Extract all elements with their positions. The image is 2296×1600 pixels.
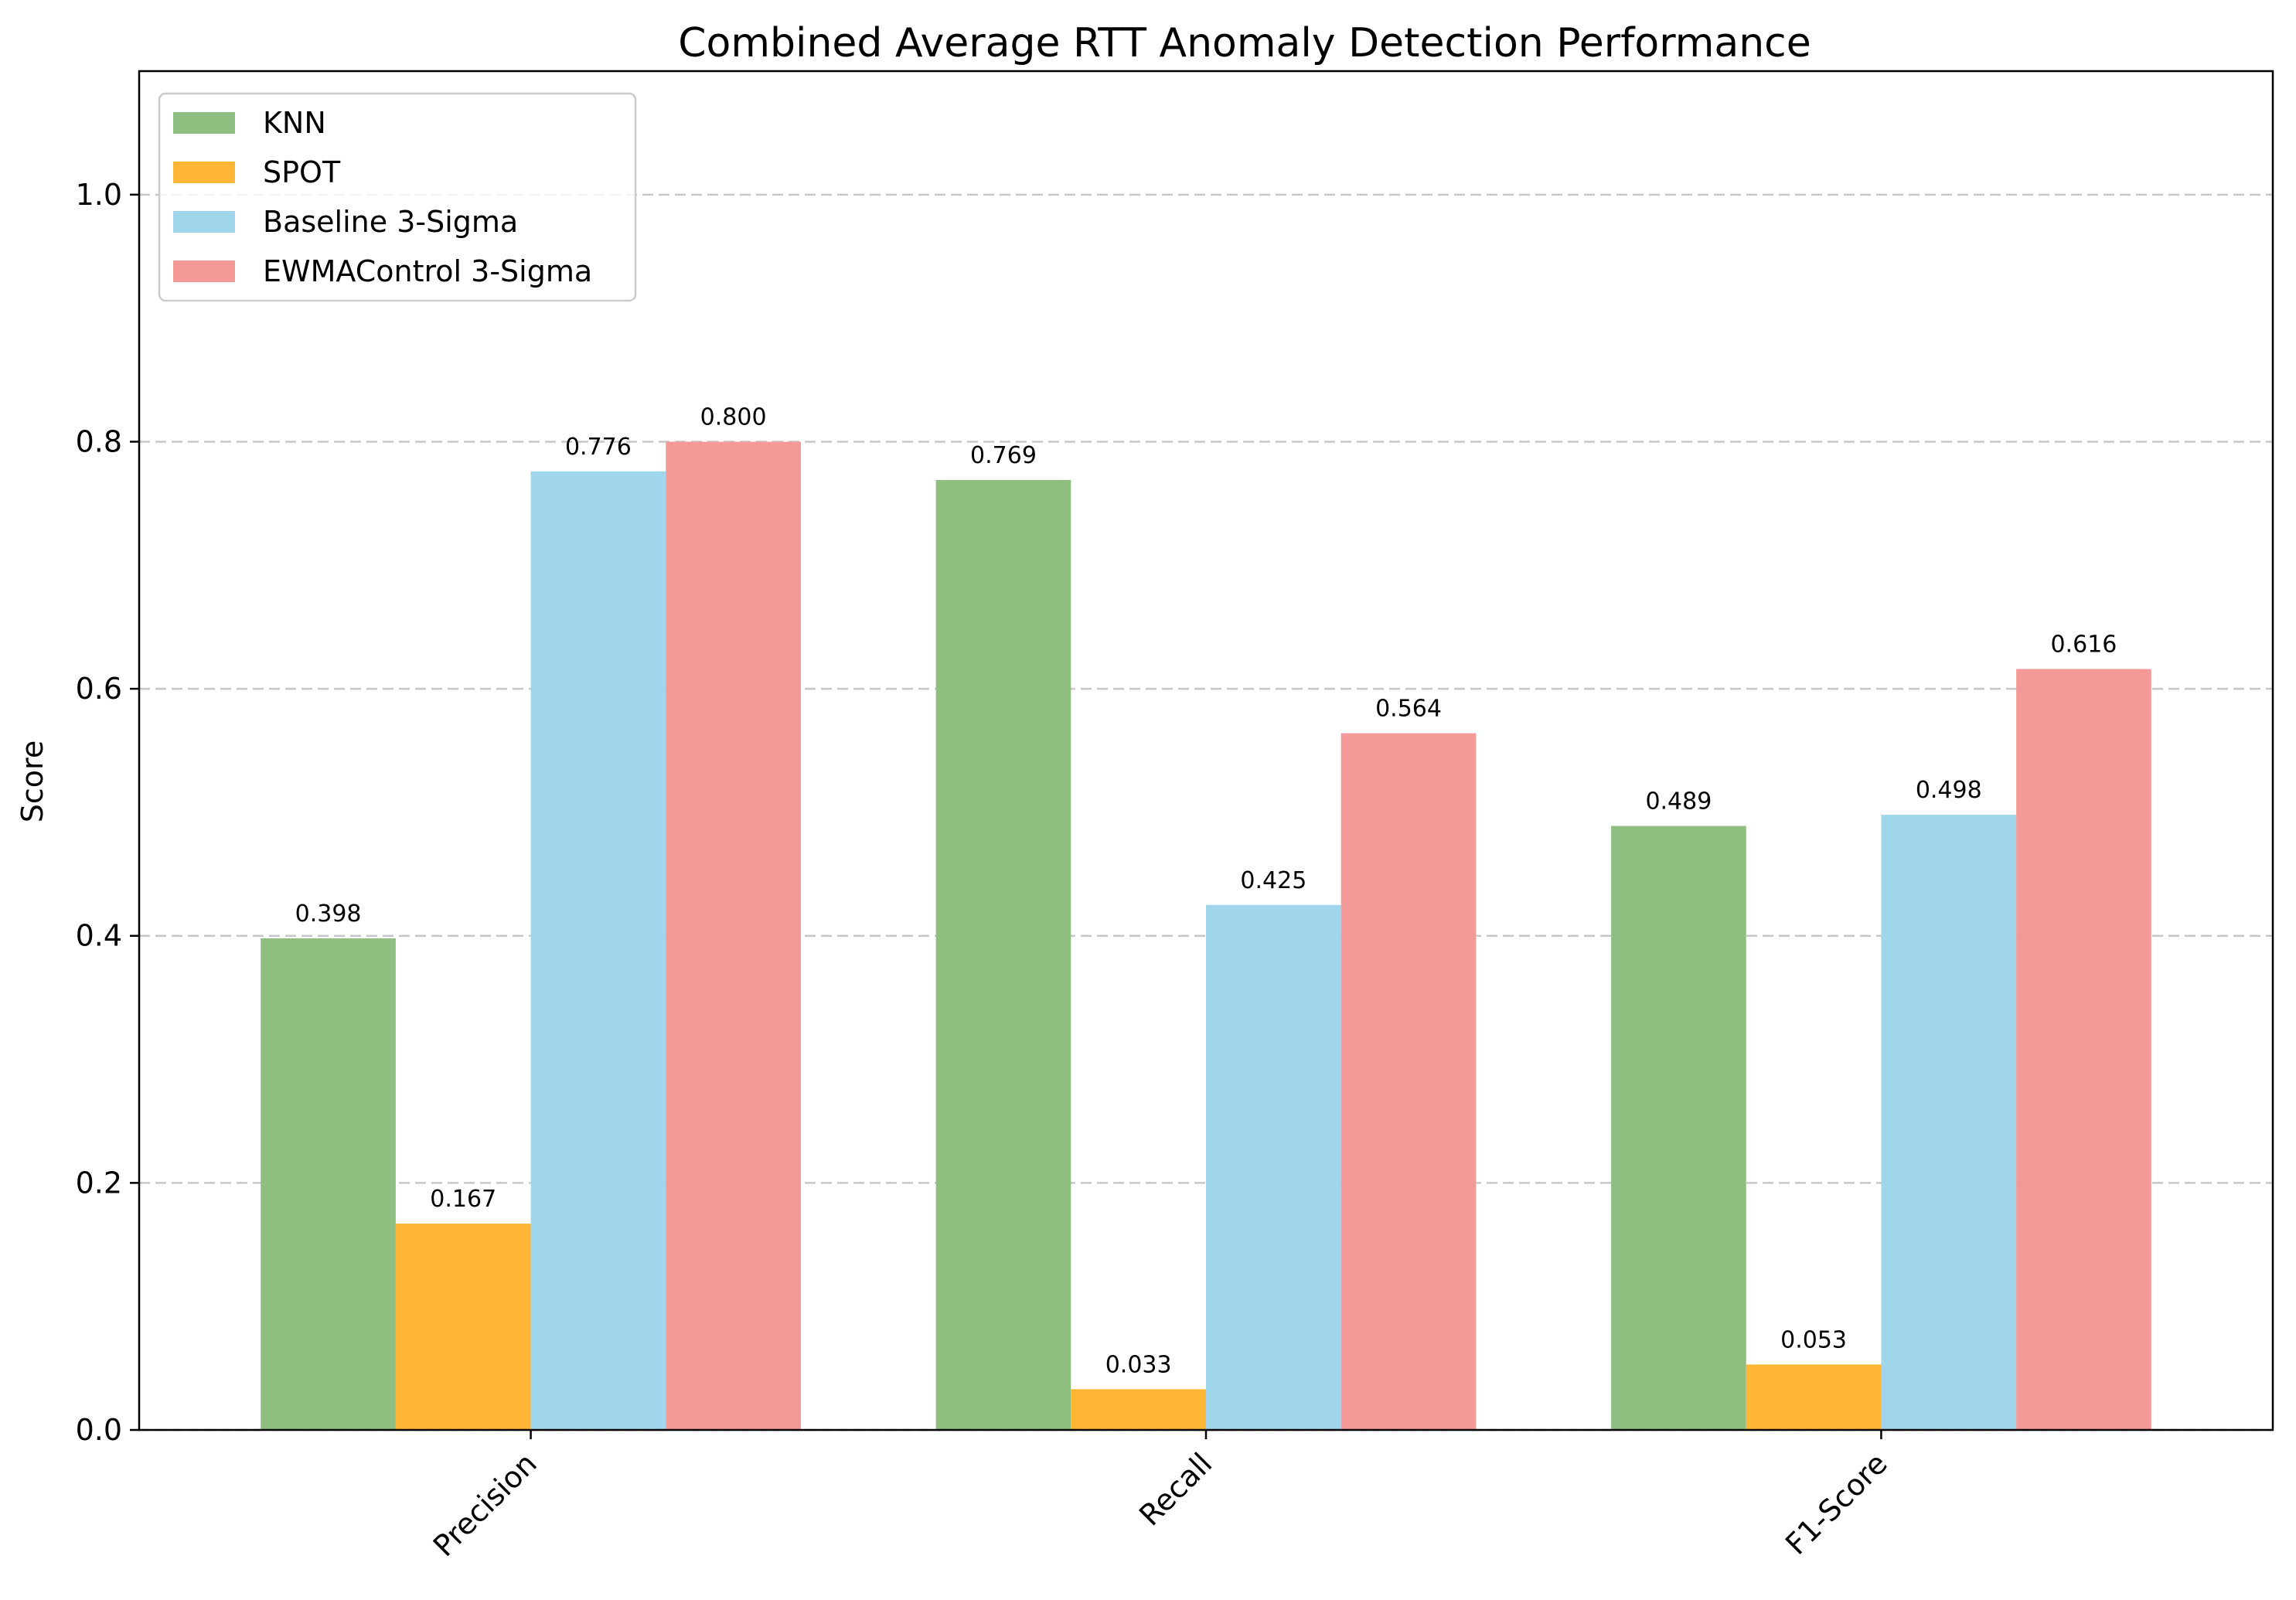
legend-label: KNN bbox=[263, 106, 326, 140]
y-tick-label: 1.0 bbox=[76, 178, 122, 212]
x-tick-label: F1-Score bbox=[1779, 1446, 1894, 1561]
legend: KNN SPOT Baseline 3-Sigma EWMAControl 3-Sig… bbox=[158, 92, 637, 302]
bar-baseline-3-sigma-precision bbox=[530, 471, 666, 1430]
bars bbox=[261, 441, 2151, 1430]
bar-knn-recall bbox=[935, 479, 1071, 1430]
y-tick-label: 0.6 bbox=[76, 672, 122, 706]
legend-swatch bbox=[173, 162, 235, 183]
bar-value-label: 0.053 bbox=[1780, 1326, 1847, 1353]
y-tick-label: 0.0 bbox=[76, 1413, 122, 1447]
bar-value-label: 0.425 bbox=[1240, 867, 1306, 894]
bar-value-label: 0.800 bbox=[700, 403, 767, 431]
legend-swatch bbox=[173, 211, 235, 233]
y-tick-label: 0.8 bbox=[76, 424, 122, 458]
bar-spot-precision bbox=[395, 1224, 531, 1430]
legend-label: Baseline 3-Sigma bbox=[263, 205, 518, 239]
chart-title: Combined Average RTT Anomaly Detection P… bbox=[678, 20, 1811, 66]
bar-value-label: 0.398 bbox=[295, 900, 362, 928]
bar-value-label: 0.167 bbox=[430, 1186, 496, 1213]
bar-ewmacontrol-3-sigma-f1-score bbox=[2016, 669, 2151, 1430]
y-tick-label: 0.2 bbox=[76, 1166, 122, 1200]
bar-baseline-3-sigma-recall bbox=[1206, 904, 1341, 1430]
bar-value-label: 0.616 bbox=[2050, 631, 2117, 659]
legend-label: EWMAControl 3-Sigma bbox=[263, 254, 592, 288]
legend-swatch bbox=[173, 112, 235, 134]
bar-value-labels: 0.398 0.769 0.489 0.167 0.033 0.053 0.776 0.425… bbox=[295, 403, 2117, 1378]
bar-value-label: 0.498 bbox=[1916, 777, 1982, 804]
legend-swatch bbox=[173, 260, 235, 282]
bar-ewmacontrol-3-sigma-recall bbox=[1340, 733, 1477, 1430]
y-tick-label: 0.4 bbox=[76, 919, 122, 953]
x-tick-label: Precision bbox=[427, 1446, 543, 1563]
bar-spot-recall bbox=[1071, 1389, 1206, 1430]
bar-baseline-3-sigma-f1-score bbox=[1881, 815, 2017, 1430]
bar-spot-f1-score bbox=[1746, 1364, 1882, 1430]
x-tick-label: Recall bbox=[1133, 1446, 1218, 1532]
bar-value-label: 0.769 bbox=[970, 442, 1037, 469]
bar-value-label: 0.033 bbox=[1105, 1351, 1172, 1378]
legend-label: SPOT bbox=[263, 155, 341, 189]
bar-knn-f1-score bbox=[1611, 826, 1746, 1430]
y-axis-label: Score bbox=[15, 740, 49, 822]
bar-ewmacontrol-3-sigma-precision bbox=[666, 441, 801, 1430]
bar-value-label: 0.564 bbox=[1375, 696, 1442, 723]
bar-knn-precision bbox=[261, 938, 396, 1430]
bar-value-label: 0.776 bbox=[565, 434, 632, 461]
bar-value-label: 0.489 bbox=[1645, 788, 1712, 815]
legend-frame bbox=[158, 92, 637, 302]
